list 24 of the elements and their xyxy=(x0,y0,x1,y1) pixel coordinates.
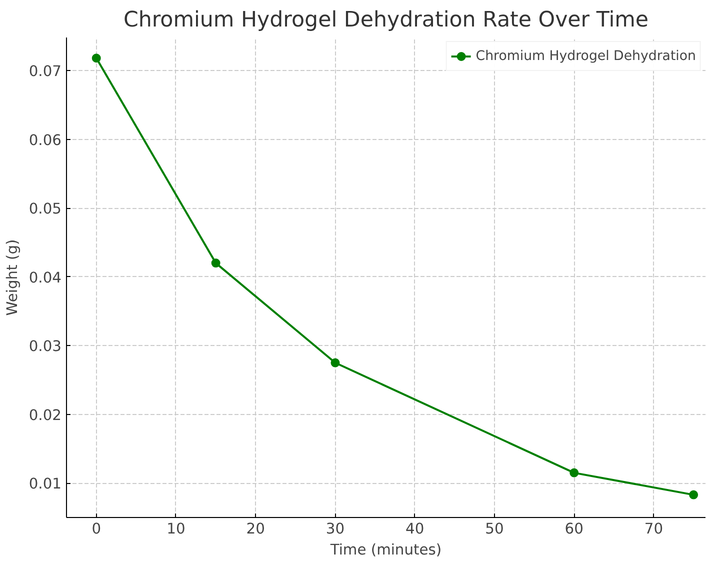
point xyxy=(92,54,101,63)
y-tick-label: 0.01 xyxy=(28,476,62,493)
y-tick-label: 0.05 xyxy=(28,200,62,218)
point xyxy=(211,258,220,268)
legend-label: Chromium Hydrogel Dehydration xyxy=(476,48,696,64)
x-tick-label: 0 xyxy=(92,520,102,538)
point xyxy=(330,358,340,368)
x-tick-label: 40 xyxy=(406,520,424,538)
point xyxy=(570,468,579,478)
y-axis-title: Weight (g) xyxy=(4,239,21,316)
chart-title: Chromium Hydrogel Dehydration Rate Over Time xyxy=(123,8,649,32)
y-tick-label: 0.03 xyxy=(28,338,62,356)
x-tick-label: 30 xyxy=(326,520,345,538)
x-tick-label: 60 xyxy=(564,520,584,538)
y-tick-label: 0.06 xyxy=(28,132,62,149)
y-tick-label: 0.02 xyxy=(28,406,62,424)
x-axis-title: Time (minutes) xyxy=(329,542,442,558)
y-tick-label: 0.04 xyxy=(28,269,62,286)
x-tick-label: 50 xyxy=(485,520,504,538)
x-tick-label: 20 xyxy=(246,520,265,538)
x-tick-label: 70 xyxy=(644,520,664,538)
y-tick-label: 0.07 xyxy=(28,63,62,80)
point xyxy=(689,490,698,500)
x-tick-label: 10 xyxy=(166,520,186,538)
